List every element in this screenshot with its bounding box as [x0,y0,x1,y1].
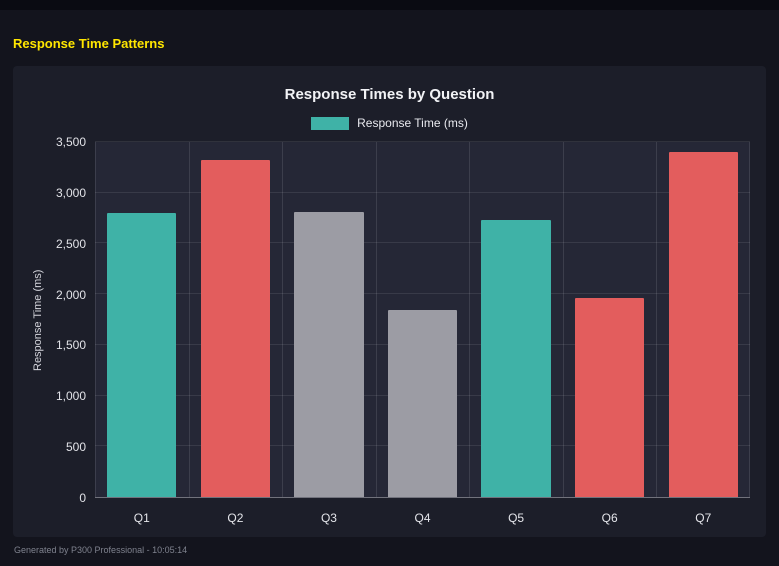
bar-slot-q3 [282,142,376,497]
footer-text: Generated by P300 Professional - 10:05:1… [14,545,188,555]
legend-swatch [311,116,350,130]
bar-slot-q2 [189,142,283,497]
y-tick-label: 500 [65,440,86,455]
x-tick-label-q6: Q6 [601,511,618,525]
bar-q6[interactable] [575,298,645,497]
y-tick-label: 2,000 [55,287,86,302]
x-tick-label-q1: Q1 [133,511,150,525]
y-tick-label: 0 [79,491,86,505]
y-tick-label: 1,500 [55,338,86,353]
y-tick-label: 2,500 [55,236,86,251]
y-tick-label: 3,000 [55,185,86,200]
bar-q3[interactable] [294,212,364,497]
plot-area [95,141,750,498]
bar-slot-q7 [656,142,750,497]
bar-q1[interactable] [107,213,177,497]
bar-slot-q1 [95,142,189,497]
x-tick-label-q7: Q7 [695,511,712,525]
top-strip [0,0,779,10]
y-axis-ticks: 0 500 1,000 1,500 2,000 2,500 3,000 3,500 [47,136,95,504]
legend-label: Response Time (ms) [357,116,468,130]
page-title: Response Time Patterns [13,36,165,51]
chart-body: Response Time (ms) 0 500 1,000 1,500 2,000 2,… [29,136,750,504]
bar-slot-q5 [469,142,563,497]
bar-slot-q4 [376,142,470,497]
x-tick-label-q2: Q2 [227,511,244,525]
bar-q5[interactable] [481,220,551,497]
y-tick-label: 3,500 [55,135,86,149]
bar-q7[interactable] [668,152,738,497]
chart-panel: Response Times by Question Response Time… [13,66,766,537]
x-tick-label-q5: Q5 [508,511,525,525]
bar-q2[interactable] [200,160,270,497]
bar-q4[interactable] [387,310,458,497]
x-tick-label-q4: Q4 [414,511,431,525]
y-tick-label: 1,000 [55,389,86,404]
x-axis-labels: Q1 Q2 Q3 Q4 Q5 Q6 Q7 [95,498,750,525]
chart-legend: Response Time (ms) [29,116,750,130]
x-tick-label-q3: Q3 [320,511,337,525]
bar-slot-q6 [563,142,657,497]
chart-title: Response Times by Question [284,86,495,103]
y-axis-title: Response Time (ms) [32,269,44,371]
